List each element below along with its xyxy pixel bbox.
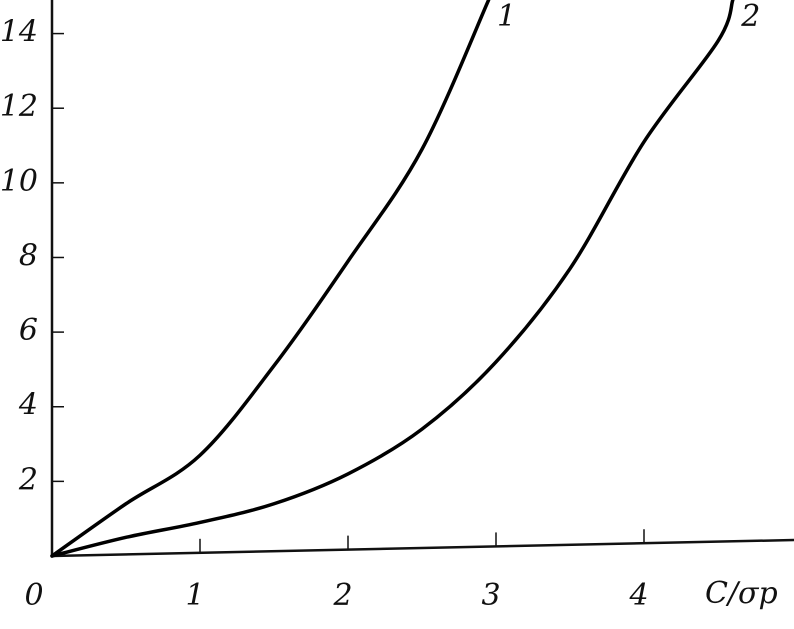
y-tick-label: 6 xyxy=(19,313,38,348)
y-tick-label: 14 xyxy=(0,15,38,50)
curve-label: 2 xyxy=(740,0,760,34)
y-tick-label: 4 xyxy=(18,388,38,423)
curve xyxy=(50,0,735,558)
x-axis xyxy=(51,538,794,558)
x-tick-label: 3 xyxy=(481,578,500,613)
x-tick-label: 0 xyxy=(24,578,43,613)
x-tick-label: 1 xyxy=(185,578,204,613)
y-tick-label: 2 xyxy=(18,462,38,497)
curve xyxy=(50,0,491,558)
x-tick-label: 4 xyxy=(628,578,648,613)
y-tick-label: 10 xyxy=(0,164,38,199)
y-tick-label: 12 xyxy=(0,89,38,124)
y-tick-label: 8 xyxy=(19,238,38,273)
curve-label: 1 xyxy=(497,0,516,34)
x-tick-label: 2 xyxy=(332,578,352,613)
x-axis-label: C/σp xyxy=(705,576,778,611)
